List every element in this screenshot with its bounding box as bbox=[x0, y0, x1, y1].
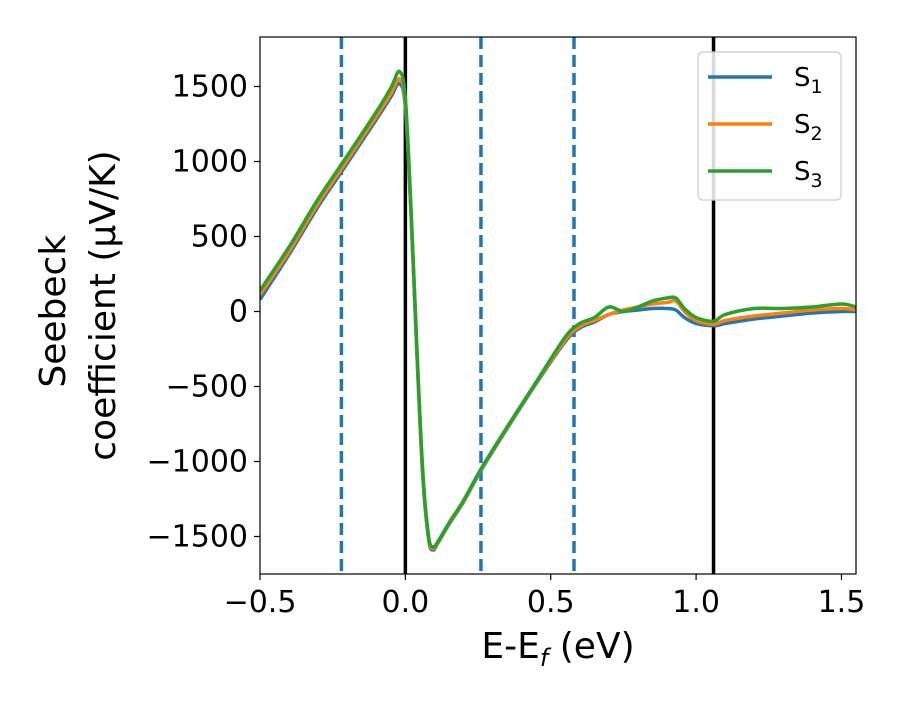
series-lines bbox=[260, 69, 856, 552]
y-axis-ticks: −1500 −1000 −500 0 500 1000 1500 bbox=[147, 70, 260, 555]
x-axis-label-unit: (eV) bbox=[548, 626, 634, 667]
x-tick-label: 1.0 bbox=[672, 585, 720, 620]
y-tick-label: −1000 bbox=[147, 445, 248, 480]
x-axis-ticks: −0.5 0.0 0.5 1.0 1.5 bbox=[224, 574, 866, 620]
x-tick-label: 1.5 bbox=[818, 585, 866, 620]
legend: S1 S2 S3 bbox=[697, 51, 842, 201]
legend-label-s3: S3 bbox=[794, 157, 823, 192]
vertical-reference-lines bbox=[339, 37, 716, 574]
y-axis-label: Seebeck coefficient (μV/K) bbox=[33, 150, 124, 460]
legend-box bbox=[697, 51, 842, 201]
legend-label-s1: S1 bbox=[794, 63, 823, 98]
x-axis-label: E-Ef (eV) bbox=[481, 626, 634, 672]
y-tick-label: 0 bbox=[229, 295, 248, 330]
y-tick-label: −1500 bbox=[147, 520, 248, 555]
y-tick-label: 1000 bbox=[172, 145, 248, 180]
x-axis-label-main: E-E bbox=[481, 626, 539, 667]
x-tick-label: 0.0 bbox=[382, 585, 430, 620]
y-axis-label-line-2: coefficient (μV/K) bbox=[83, 150, 124, 460]
y-tick-label: 1500 bbox=[172, 70, 248, 105]
y-tick-label: −500 bbox=[166, 370, 248, 405]
legend-label-s2: S2 bbox=[794, 110, 823, 145]
x-tick-label: −0.5 bbox=[224, 585, 297, 620]
plot-area-frame bbox=[259, 36, 857, 575]
y-tick-label: 500 bbox=[191, 220, 248, 255]
y-axis-label-line-1: Seebeck bbox=[33, 235, 74, 388]
x-tick-label: 0.5 bbox=[527, 585, 575, 620]
series-line-s3 bbox=[260, 69, 856, 550]
